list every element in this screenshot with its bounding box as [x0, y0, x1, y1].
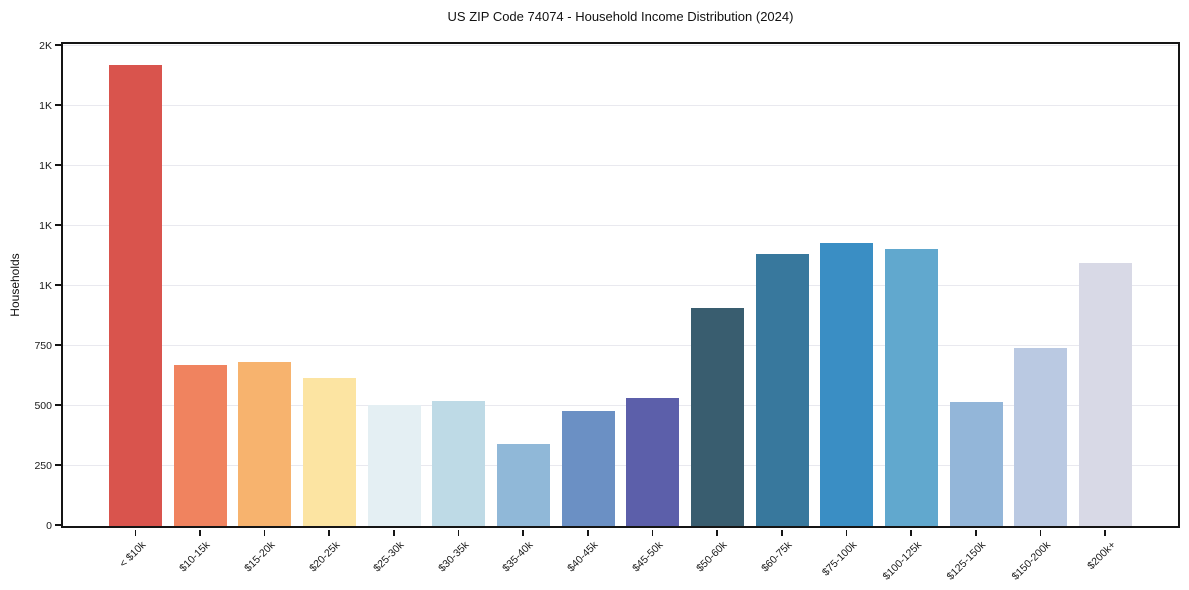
bar-slot: $35-40k — [496, 44, 550, 574]
x-tick-label: $125-150k — [944, 539, 989, 583]
bar-10k — [109, 65, 162, 526]
y-tick-mark — [55, 464, 61, 466]
y-tick-mark — [55, 284, 61, 286]
x-tick-label: $200k+ — [1084, 539, 1118, 573]
plot-area: 0 250 500 750 1K 1K 1K 1K 2K < $10k $10-15k $15-20k… — [34, 40, 1180, 583]
x-tick-mark — [1104, 530, 1106, 536]
x-tick-mark — [457, 530, 460, 536]
y-tick-label: 1K — [39, 280, 52, 292]
x-tick-label: < $10k — [116, 539, 148, 570]
y-tick-label: 750 — [34, 340, 52, 352]
x-tick-mark — [845, 530, 848, 536]
y-tick-mark — [55, 164, 61, 166]
y-tick-label: 0 — [46, 520, 52, 532]
x-tick-label: $150-200k — [1009, 539, 1054, 583]
x-tick-mark — [393, 530, 395, 536]
x-tick-mark — [522, 530, 525, 536]
gridline-y-750 — [63, 345, 1178, 346]
gridline-y-2000 — [63, 45, 1178, 46]
x-tick-label: $25-30k — [371, 539, 407, 575]
x-tick-mark — [587, 530, 589, 536]
bar-100-125k — [884, 248, 938, 526]
y-tick-label: 1K — [39, 220, 52, 232]
bar-slot: $20-25k — [302, 44, 356, 574]
y-tick-label: 250 — [34, 460, 52, 472]
x-tick-label: $20-25k — [306, 539, 342, 575]
bar-150-200k — [1014, 348, 1068, 526]
bar-10-15k — [173, 365, 227, 526]
y-tick-mark — [55, 104, 61, 106]
bar-20-25k — [302, 378, 356, 526]
bar-30-35k — [432, 401, 486, 526]
gridline-y-250 — [63, 465, 1178, 466]
bar-slot: $40-45k — [561, 44, 615, 574]
x-tick-label: $50-60k — [694, 539, 730, 575]
gridline-y-1250 — [63, 225, 1178, 226]
x-tick-mark — [716, 530, 718, 536]
x-tick-label: $15-20k — [241, 539, 278, 575]
bar-15-20k — [238, 361, 292, 526]
x-tick-mark — [651, 530, 654, 536]
bar-slot: < $10k — [109, 44, 162, 570]
bar-slot: $10-15k — [173, 44, 227, 574]
y-tick-label: 2K — [39, 40, 52, 52]
bar-125-150k — [949, 402, 1003, 526]
y-tick-mark — [55, 344, 61, 346]
y-tick-label: 1K — [39, 160, 52, 172]
bar-slot: $30-35k — [432, 44, 486, 574]
bar-slot: $100-125k — [880, 44, 938, 583]
x-tick-mark — [263, 530, 266, 536]
gridline-y-1000 — [63, 285, 1178, 286]
y-tick-mark — [55, 404, 61, 406]
bar-25-30k — [367, 404, 421, 526]
bars-layer: < $10k $10-15k $15-20k $20-25k $25-30k $30-35… — [63, 44, 1178, 583]
x-tick-label: $35-40k — [500, 539, 536, 575]
gridline-y-500 — [63, 405, 1178, 406]
x-tick-label: $30-35k — [435, 539, 472, 575]
bar-slot: $200k+ — [1078, 44, 1132, 572]
bar-slot: $15-20k — [238, 44, 292, 574]
y-tick-mark — [55, 224, 61, 226]
bar-slot: $45-50k — [626, 44, 680, 574]
x-tick-mark — [199, 530, 201, 536]
bar-slot: $125-150k — [945, 44, 1003, 583]
gridline-y-1500 — [63, 165, 1178, 166]
x-tick-label: $40-45k — [565, 539, 601, 575]
y-tick-mark — [55, 44, 61, 46]
y-tick-label: 500 — [34, 400, 52, 412]
bar-slot: $60-75k — [755, 44, 809, 574]
x-tick-label: $75-100k — [819, 539, 860, 579]
bar-200k+ — [1078, 263, 1132, 526]
bar-slot: $75-100k — [820, 44, 874, 578]
x-tick-label: $60-75k — [759, 539, 795, 575]
x-tick-mark — [975, 530, 977, 536]
x-tick-mark — [328, 530, 331, 536]
bar-45-50k — [626, 397, 680, 526]
chart-title: US ZIP Code 74074 - Household Income Dis… — [447, 9, 794, 24]
bar-35-40k — [496, 444, 550, 526]
bar-slot: $150-200k — [1010, 44, 1068, 583]
gridline-y-1750 — [63, 105, 1178, 106]
x-tick-mark — [134, 530, 137, 536]
bar-40-45k — [561, 410, 615, 526]
bar-slot: $25-30k — [367, 44, 421, 574]
x-tick-label: $10-15k — [177, 539, 213, 575]
x-tick-mark — [1039, 530, 1042, 536]
x-tick-mark — [781, 530, 783, 536]
bar-50-60k — [690, 307, 744, 526]
x-tick-label: $100-125k — [880, 539, 924, 583]
x-tick-mark — [910, 530, 912, 536]
bar-60-75k — [755, 253, 809, 526]
x-tick-label: $45-50k — [629, 539, 666, 575]
y-tick-mark — [55, 524, 61, 526]
y-axis-label: Households — [8, 253, 22, 317]
bar-75-100k — [820, 242, 874, 526]
bar-slot: $50-60k — [690, 44, 744, 574]
y-tick-label: 1K — [39, 100, 52, 112]
